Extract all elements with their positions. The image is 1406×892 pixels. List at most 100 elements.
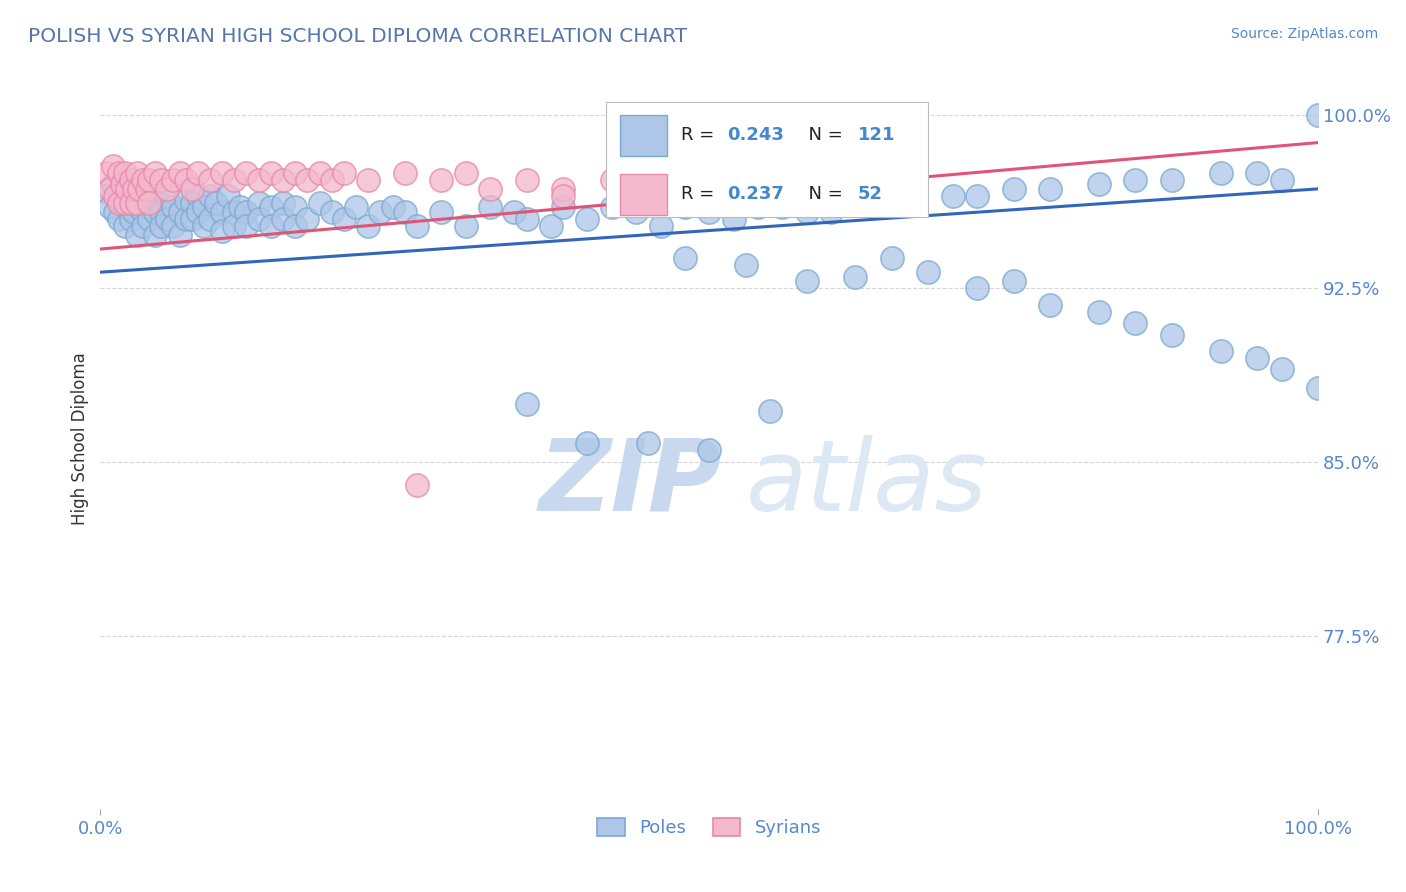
Point xyxy=(156,182,179,196)
Point xyxy=(553,200,575,214)
Point xyxy=(479,200,502,214)
Point xyxy=(844,195,866,210)
Point xyxy=(205,195,228,210)
Point xyxy=(169,166,191,180)
Point xyxy=(107,211,129,226)
Point xyxy=(169,228,191,243)
Text: N =: N = xyxy=(797,126,848,145)
Text: POLISH VS SYRIAN HIGH SCHOOL DIPLOMA CORRELATION CHART: POLISH VS SYRIAN HIGH SCHOOL DIPLOMA COR… xyxy=(28,27,688,45)
Point xyxy=(796,205,818,219)
Point xyxy=(381,200,404,214)
Point xyxy=(125,166,148,180)
Point xyxy=(321,172,343,186)
Point xyxy=(141,189,163,203)
Point xyxy=(260,200,283,214)
Point xyxy=(284,200,307,214)
Text: R =: R = xyxy=(682,126,720,145)
Point xyxy=(96,184,118,198)
Point xyxy=(723,211,745,226)
Legend: Poles, Syrians: Poles, Syrians xyxy=(591,811,828,845)
Point xyxy=(193,200,215,214)
Point xyxy=(107,189,129,203)
Text: N =: N = xyxy=(797,186,848,203)
Point xyxy=(198,172,221,186)
Point xyxy=(1039,182,1062,196)
FancyBboxPatch shape xyxy=(620,174,666,215)
Point xyxy=(148,195,170,210)
Point xyxy=(966,189,988,203)
Point xyxy=(650,219,672,233)
Point xyxy=(357,219,380,233)
Point xyxy=(111,195,134,210)
Point xyxy=(394,166,416,180)
Point xyxy=(162,219,184,233)
Point xyxy=(297,211,319,226)
Point xyxy=(224,219,246,233)
Point xyxy=(224,205,246,219)
Text: 0.237: 0.237 xyxy=(727,186,785,203)
Point xyxy=(1271,172,1294,186)
Point xyxy=(454,219,477,233)
Point xyxy=(125,189,148,203)
Point xyxy=(114,182,136,196)
Point xyxy=(479,182,502,196)
Point xyxy=(370,205,392,219)
Point xyxy=(115,200,138,214)
Point xyxy=(235,166,257,180)
Point xyxy=(540,219,562,233)
Point xyxy=(333,211,356,226)
Point xyxy=(759,404,782,418)
Text: 0.243: 0.243 xyxy=(727,126,785,145)
Point xyxy=(115,182,138,196)
Point xyxy=(357,172,380,186)
Point xyxy=(1125,316,1147,330)
Point xyxy=(516,211,538,226)
Point xyxy=(135,194,157,208)
Point xyxy=(820,205,842,219)
Point xyxy=(162,172,184,186)
Text: Source: ZipAtlas.com: Source: ZipAtlas.com xyxy=(1230,27,1378,41)
Point xyxy=(162,200,184,214)
Point xyxy=(942,189,965,203)
Point xyxy=(120,194,142,208)
Point xyxy=(844,269,866,284)
Point xyxy=(98,200,121,214)
Point xyxy=(135,182,157,196)
Point xyxy=(624,205,647,219)
Point xyxy=(150,219,173,233)
Point xyxy=(187,166,209,180)
Point xyxy=(271,195,294,210)
Point xyxy=(637,436,659,450)
Point xyxy=(120,172,142,186)
Point xyxy=(734,258,756,272)
Point xyxy=(673,252,696,266)
Point xyxy=(1308,108,1330,122)
Point xyxy=(271,211,294,226)
Point xyxy=(198,189,221,203)
Point xyxy=(156,211,179,226)
Point xyxy=(211,223,233,237)
Point xyxy=(576,436,599,450)
Point xyxy=(1161,327,1184,342)
Point xyxy=(111,178,134,192)
Point xyxy=(284,219,307,233)
Point xyxy=(132,205,155,219)
Point xyxy=(297,172,319,186)
Point xyxy=(600,200,623,214)
Point xyxy=(553,182,575,196)
Point xyxy=(1209,343,1232,358)
Point xyxy=(107,166,129,180)
Point xyxy=(1125,172,1147,186)
Point xyxy=(1246,351,1268,365)
Point xyxy=(308,166,330,180)
Point xyxy=(516,172,538,186)
Point xyxy=(1209,166,1232,180)
Point xyxy=(247,195,270,210)
Text: atlas: atlas xyxy=(745,434,987,532)
Point xyxy=(697,443,720,458)
Point xyxy=(247,172,270,186)
Point xyxy=(1039,297,1062,311)
Point xyxy=(344,200,367,214)
Point xyxy=(138,200,160,214)
Text: ZIP: ZIP xyxy=(538,434,721,532)
